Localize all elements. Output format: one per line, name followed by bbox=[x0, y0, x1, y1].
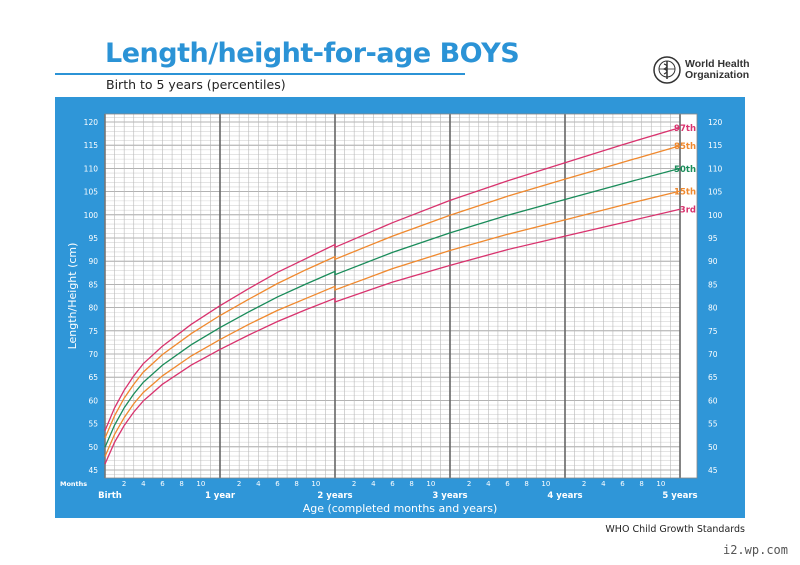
series-line-50th bbox=[104, 167, 681, 448]
y-tick-label-right: 90 bbox=[708, 257, 718, 266]
month-tick-label: 8 bbox=[639, 480, 643, 488]
month-tick-label: 6 bbox=[505, 480, 510, 488]
y-tick-label-right: 70 bbox=[708, 350, 718, 359]
y-tick-label-left: 80 bbox=[88, 304, 98, 313]
y-tick-label-right: 120 bbox=[708, 118, 723, 127]
month-tick-label: 6 bbox=[275, 480, 280, 488]
month-tick-label: 2 bbox=[467, 480, 471, 488]
month-tick-label: 10 bbox=[196, 480, 205, 488]
month-tick-label: 2 bbox=[237, 480, 241, 488]
y-tick-label-left: 100 bbox=[84, 211, 99, 220]
y-tick-label-right: 60 bbox=[708, 396, 718, 405]
month-tick-label: 10 bbox=[541, 480, 550, 488]
months-label: Months bbox=[60, 480, 87, 488]
chart-subtitle: Birth to 5 years (percentiles) bbox=[106, 77, 286, 92]
month-tick-label: 8 bbox=[524, 480, 528, 488]
month-tick-label: 6 bbox=[390, 480, 395, 488]
y-tick-label-right: 75 bbox=[708, 327, 718, 336]
title-divider bbox=[55, 73, 465, 75]
year-label: 1 year bbox=[205, 491, 236, 501]
month-tick-label: 10 bbox=[656, 480, 665, 488]
y-tick-label-right: 45 bbox=[708, 466, 718, 475]
year-label: 5 years bbox=[662, 491, 697, 501]
plot-area bbox=[105, 114, 697, 478]
y-axis-label: Length/Height (cm) bbox=[66, 243, 79, 350]
y-tick-label-left: 65 bbox=[88, 373, 98, 382]
year-label: 2 years bbox=[317, 491, 352, 501]
logo-line-1: World Health bbox=[685, 58, 750, 70]
y-tick-label-left: 95 bbox=[88, 234, 98, 243]
logo-line-2: Organization bbox=[685, 69, 750, 81]
y-tick-label-right: 80 bbox=[708, 304, 718, 313]
plot-border bbox=[104, 113, 698, 479]
month-tick-label: 4 bbox=[486, 480, 491, 488]
footer-text: WHO Child Growth Standards bbox=[605, 524, 745, 535]
year-label: Birth bbox=[98, 491, 122, 501]
watermark: i2.wp.com bbox=[722, 543, 788, 557]
y-tick-label-left: 105 bbox=[84, 188, 99, 197]
grid bbox=[104, 114, 681, 478]
y-tick-label-right: 110 bbox=[708, 164, 723, 173]
y-tick-label-left: 120 bbox=[84, 118, 99, 127]
y-tick-label-right: 55 bbox=[708, 420, 718, 429]
y-tick-label-left: 60 bbox=[88, 396, 98, 405]
who-logo: World Health Organization bbox=[652, 55, 750, 85]
month-tick-label: 4 bbox=[141, 480, 146, 488]
month-tick-label: 4 bbox=[601, 480, 606, 488]
y-tick-label-right: 50 bbox=[708, 443, 718, 452]
month-tick-label: 10 bbox=[311, 480, 320, 488]
month-tick-label: 8 bbox=[179, 480, 183, 488]
series-line-97th bbox=[104, 126, 681, 431]
month-tick-label: 8 bbox=[294, 480, 298, 488]
series-label-3rd: 3rd bbox=[680, 206, 696, 216]
year-label: 3 years bbox=[432, 491, 467, 501]
y-tick-label-right: 95 bbox=[708, 234, 718, 243]
series-label-15th: 15th bbox=[674, 188, 696, 198]
y-tick-label-left: 115 bbox=[84, 141, 99, 150]
x-axis-label: Age (completed months and years) bbox=[303, 502, 498, 515]
y-tick-label-right: 65 bbox=[708, 373, 718, 382]
y-tick-label-left: 110 bbox=[84, 164, 99, 173]
series-label-85th: 85th bbox=[674, 142, 696, 152]
y-tick-label-right: 115 bbox=[708, 141, 723, 150]
y-tick-label-left: 45 bbox=[88, 466, 98, 475]
y-tick-label-left: 55 bbox=[88, 420, 98, 429]
series-line-15th bbox=[104, 190, 681, 457]
series-label-50th: 50th bbox=[674, 165, 696, 175]
month-tick-label: 4 bbox=[371, 480, 376, 488]
series-label-97th: 97th bbox=[674, 124, 696, 134]
series-line-3rd bbox=[104, 208, 681, 465]
month-tick-label: 6 bbox=[620, 480, 625, 488]
chart-title: Length/height-for-age BOYS bbox=[105, 38, 520, 69]
month-tick-label: 2 bbox=[352, 480, 356, 488]
y-tick-label-right: 100 bbox=[708, 211, 723, 220]
y-tick-label-left: 90 bbox=[88, 257, 98, 266]
month-tick-label: 6 bbox=[160, 480, 165, 488]
y-tick-label-left: 70 bbox=[88, 350, 98, 359]
y-tick-label-left: 50 bbox=[88, 443, 98, 452]
y-tick-label-right: 105 bbox=[708, 188, 723, 197]
month-tick-label: 10 bbox=[426, 480, 435, 488]
who-emblem-icon bbox=[653, 56, 681, 84]
month-tick-label: 8 bbox=[409, 480, 413, 488]
year-label: 4 years bbox=[547, 491, 582, 501]
month-tick-label: 2 bbox=[582, 480, 586, 488]
y-tick-label-left: 75 bbox=[88, 327, 98, 336]
series-line-85th bbox=[104, 145, 681, 439]
month-tick-label: 4 bbox=[256, 480, 261, 488]
month-tick-label: 2 bbox=[122, 480, 126, 488]
y-tick-label-left: 85 bbox=[88, 280, 98, 289]
y-tick-label-right: 85 bbox=[708, 280, 718, 289]
